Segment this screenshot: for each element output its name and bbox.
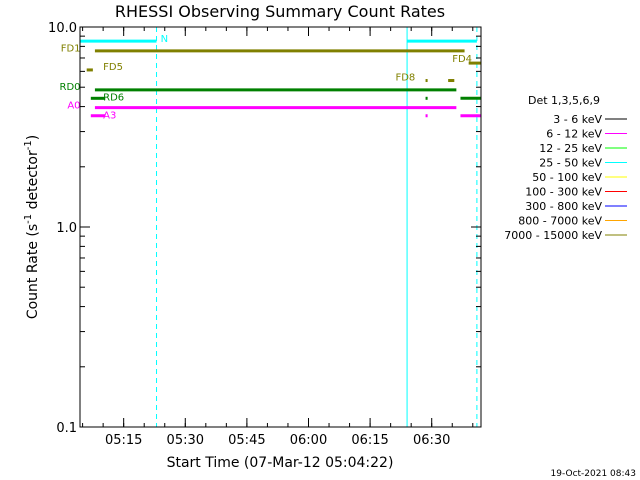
flag-label-fd5: FD5 — [103, 62, 123, 73]
x-axis-label: Start Time (07-Mar-12 05:04:22) — [167, 455, 394, 471]
legend-entry-label: 7000 - 15000 keV — [504, 229, 602, 242]
x-tick-label: 05:15 — [105, 433, 142, 448]
y-axis-label-sup2: -1 — [23, 140, 34, 150]
flag-label-fd8: FD8 — [395, 72, 415, 83]
legend-entry-label: 6 - 12 keV — [546, 128, 602, 141]
x-tick-label: 05:45 — [228, 433, 265, 448]
y-tick-label: 0.1 — [56, 421, 77, 436]
x-axis-ticks: 05:15 05:30 05:45 06:00 06:15 06:30 — [82, 27, 474, 448]
footer-timestamp: 19-Oct-2021 08:43 — [551, 469, 636, 479]
legend-title: Det 1,3,5,6,9 — [528, 94, 600, 107]
flag-label-rd6: RD6 — [103, 92, 124, 103]
flag-label-fd1: FD1 — [61, 44, 81, 55]
x-tick-label: 06:00 — [290, 433, 327, 448]
legend-entry-label: 100 - 300 keV — [525, 186, 602, 199]
flag-label-fd4: FD4 — [452, 54, 472, 65]
flag-label-n: N — [161, 34, 168, 45]
legend-entry-label: 50 - 100 keV — [532, 171, 602, 184]
y-axis-label-mid: detector — [25, 150, 41, 214]
y-axis-ticks: 0.1 1.0 10.0 — [48, 21, 481, 436]
chart-title: RHESSI Observing Summary Count Rates — [115, 2, 445, 21]
y-axis-label-end: ) — [25, 135, 41, 140]
plot-frame — [79, 26, 482, 428]
legend-entry-label: 800 - 7000 keV — [518, 215, 602, 228]
y-tick-label: 1.0 — [56, 221, 77, 236]
y-axis-label-main: Count Rate (s — [25, 224, 41, 319]
y-axis-label-sup1: -1 — [23, 214, 34, 224]
flag-label-a0: A0 — [67, 101, 80, 112]
legend-entry-label: 300 - 800 keV — [525, 200, 602, 213]
x-tick-label: 06:15 — [351, 433, 388, 448]
legend-entry-label: 3 - 6 keV — [553, 113, 602, 126]
x-tick-label: 05:30 — [167, 433, 204, 448]
flag-label-a3: A3 — [103, 111, 116, 122]
plot-area: N FD1 FD5 FD4 FD8 RD0 RD6 A0 A3 — [60, 27, 481, 427]
x-tick-label: 06:30 — [413, 433, 450, 448]
flag-label-rd0: RD0 — [60, 82, 81, 93]
y-axis-label: Count Rate (s-1 detector-1) — [23, 135, 41, 319]
y-tick-label: 10.0 — [48, 21, 77, 36]
legend-entry-label: 12 - 25 keV — [539, 142, 602, 155]
legend-entry-label: 25 - 50 keV — [539, 157, 602, 170]
